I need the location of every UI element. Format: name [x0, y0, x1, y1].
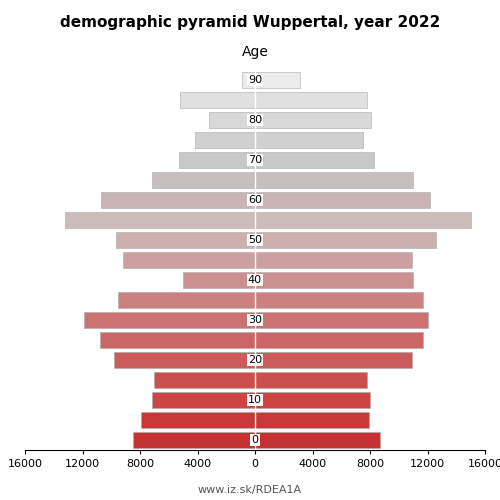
Bar	[209, 112, 255, 128]
Text: Age: Age	[242, 44, 268, 59]
Bar	[142, 412, 255, 428]
Bar	[152, 172, 255, 188]
Bar	[179, 152, 255, 168]
Bar	[255, 432, 380, 448]
Bar	[255, 72, 300, 88]
Bar	[116, 232, 255, 248]
Bar	[154, 372, 255, 388]
Bar	[255, 212, 470, 228]
Bar	[255, 152, 374, 168]
Text: 0: 0	[252, 435, 258, 445]
Bar	[255, 412, 368, 428]
Bar	[255, 172, 413, 188]
Bar	[255, 332, 423, 348]
Text: 30: 30	[248, 315, 262, 325]
Bar	[123, 252, 255, 268]
Bar	[255, 272, 413, 288]
Text: 80: 80	[248, 115, 262, 125]
Bar	[242, 72, 255, 88]
Bar	[183, 272, 255, 288]
Bar	[255, 232, 436, 248]
Text: 20: 20	[248, 355, 262, 365]
Bar	[255, 312, 428, 328]
Bar	[100, 332, 255, 348]
Text: www.iz.sk/RDEA1A: www.iz.sk/RDEA1A	[198, 485, 302, 495]
Bar	[152, 392, 255, 408]
Bar	[255, 132, 363, 148]
Bar	[133, 432, 255, 448]
Text: 70: 70	[248, 155, 262, 165]
Bar	[255, 112, 372, 128]
Text: 50: 50	[248, 235, 262, 245]
Bar	[180, 92, 255, 108]
Bar	[255, 92, 367, 108]
Text: demographic pyramid Wuppertal, year 2022: demographic pyramid Wuppertal, year 2022	[60, 15, 440, 30]
Bar	[118, 292, 255, 308]
Bar	[114, 352, 255, 368]
Bar	[255, 372, 367, 388]
Bar	[255, 292, 423, 308]
Text: 90: 90	[248, 75, 262, 85]
Text: 60: 60	[248, 195, 262, 205]
Bar	[255, 252, 412, 268]
Bar	[255, 392, 370, 408]
Bar	[194, 132, 255, 148]
Bar	[101, 192, 255, 208]
Bar	[84, 312, 255, 328]
Text: 10: 10	[248, 395, 262, 405]
Bar	[65, 212, 255, 228]
Bar	[255, 192, 430, 208]
Bar	[255, 352, 412, 368]
Text: 40: 40	[248, 275, 262, 285]
